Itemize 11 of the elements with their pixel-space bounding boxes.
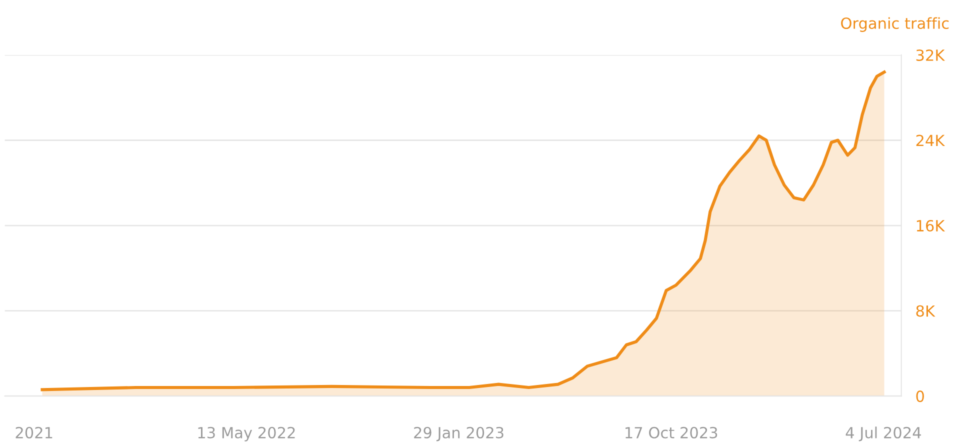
y-tick-label: 32K xyxy=(916,49,946,62)
x-tick-label: 4 Jul 2024 xyxy=(846,426,921,442)
x-tick-label: 2021 xyxy=(16,426,52,438)
x-tick-label: 29 Jan 2023 xyxy=(414,426,504,442)
x-tick-label: 17 Oct 2023 xyxy=(626,426,718,438)
x-tick-label: 13 May 2022 xyxy=(198,426,295,442)
y-tick-label: 0 xyxy=(916,390,924,402)
text: Organic traffic xyxy=(841,17,949,32)
y-tick-label: 16K xyxy=(916,220,946,232)
y-tick-label: 24K xyxy=(916,134,946,146)
y-tick-label: 8K xyxy=(916,305,936,317)
